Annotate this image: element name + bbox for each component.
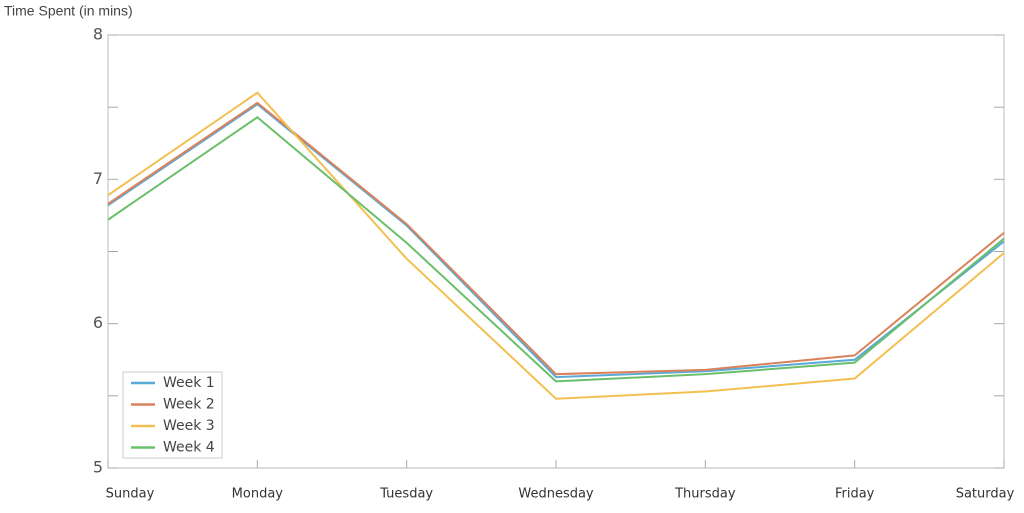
legend-label: Week 4	[163, 440, 215, 456]
x-tick-label: Thursday	[674, 487, 736, 502]
line-series	[107, 101, 1005, 376]
y-tick-label: 5	[93, 458, 103, 477]
line-series	[107, 103, 1005, 379]
line-series	[107, 91, 1005, 400]
plot-frame	[107, 34, 1005, 469]
x-tick-label: Friday	[835, 487, 875, 502]
legend-label: Week 3	[163, 418, 215, 434]
x-tick-label: Tuesday	[379, 487, 433, 502]
y-tick-label: 6	[93, 313, 103, 332]
legend-box	[122, 371, 223, 459]
x-tick-label: Saturday	[956, 487, 1015, 502]
y-axis-label: Time Spent (in mins)	[4, 3, 133, 19]
x-tick-label: Sunday	[106, 487, 155, 502]
y-tick-label: 8	[93, 25, 103, 44]
x-tick-label: Wednesday	[518, 487, 594, 502]
legend-label: Week 2	[163, 397, 215, 413]
legend-label: Week 1	[163, 375, 215, 391]
x-tick-label: Monday	[232, 487, 284, 502]
y-tick-label: 7	[93, 169, 103, 188]
line-series	[107, 116, 1005, 383]
